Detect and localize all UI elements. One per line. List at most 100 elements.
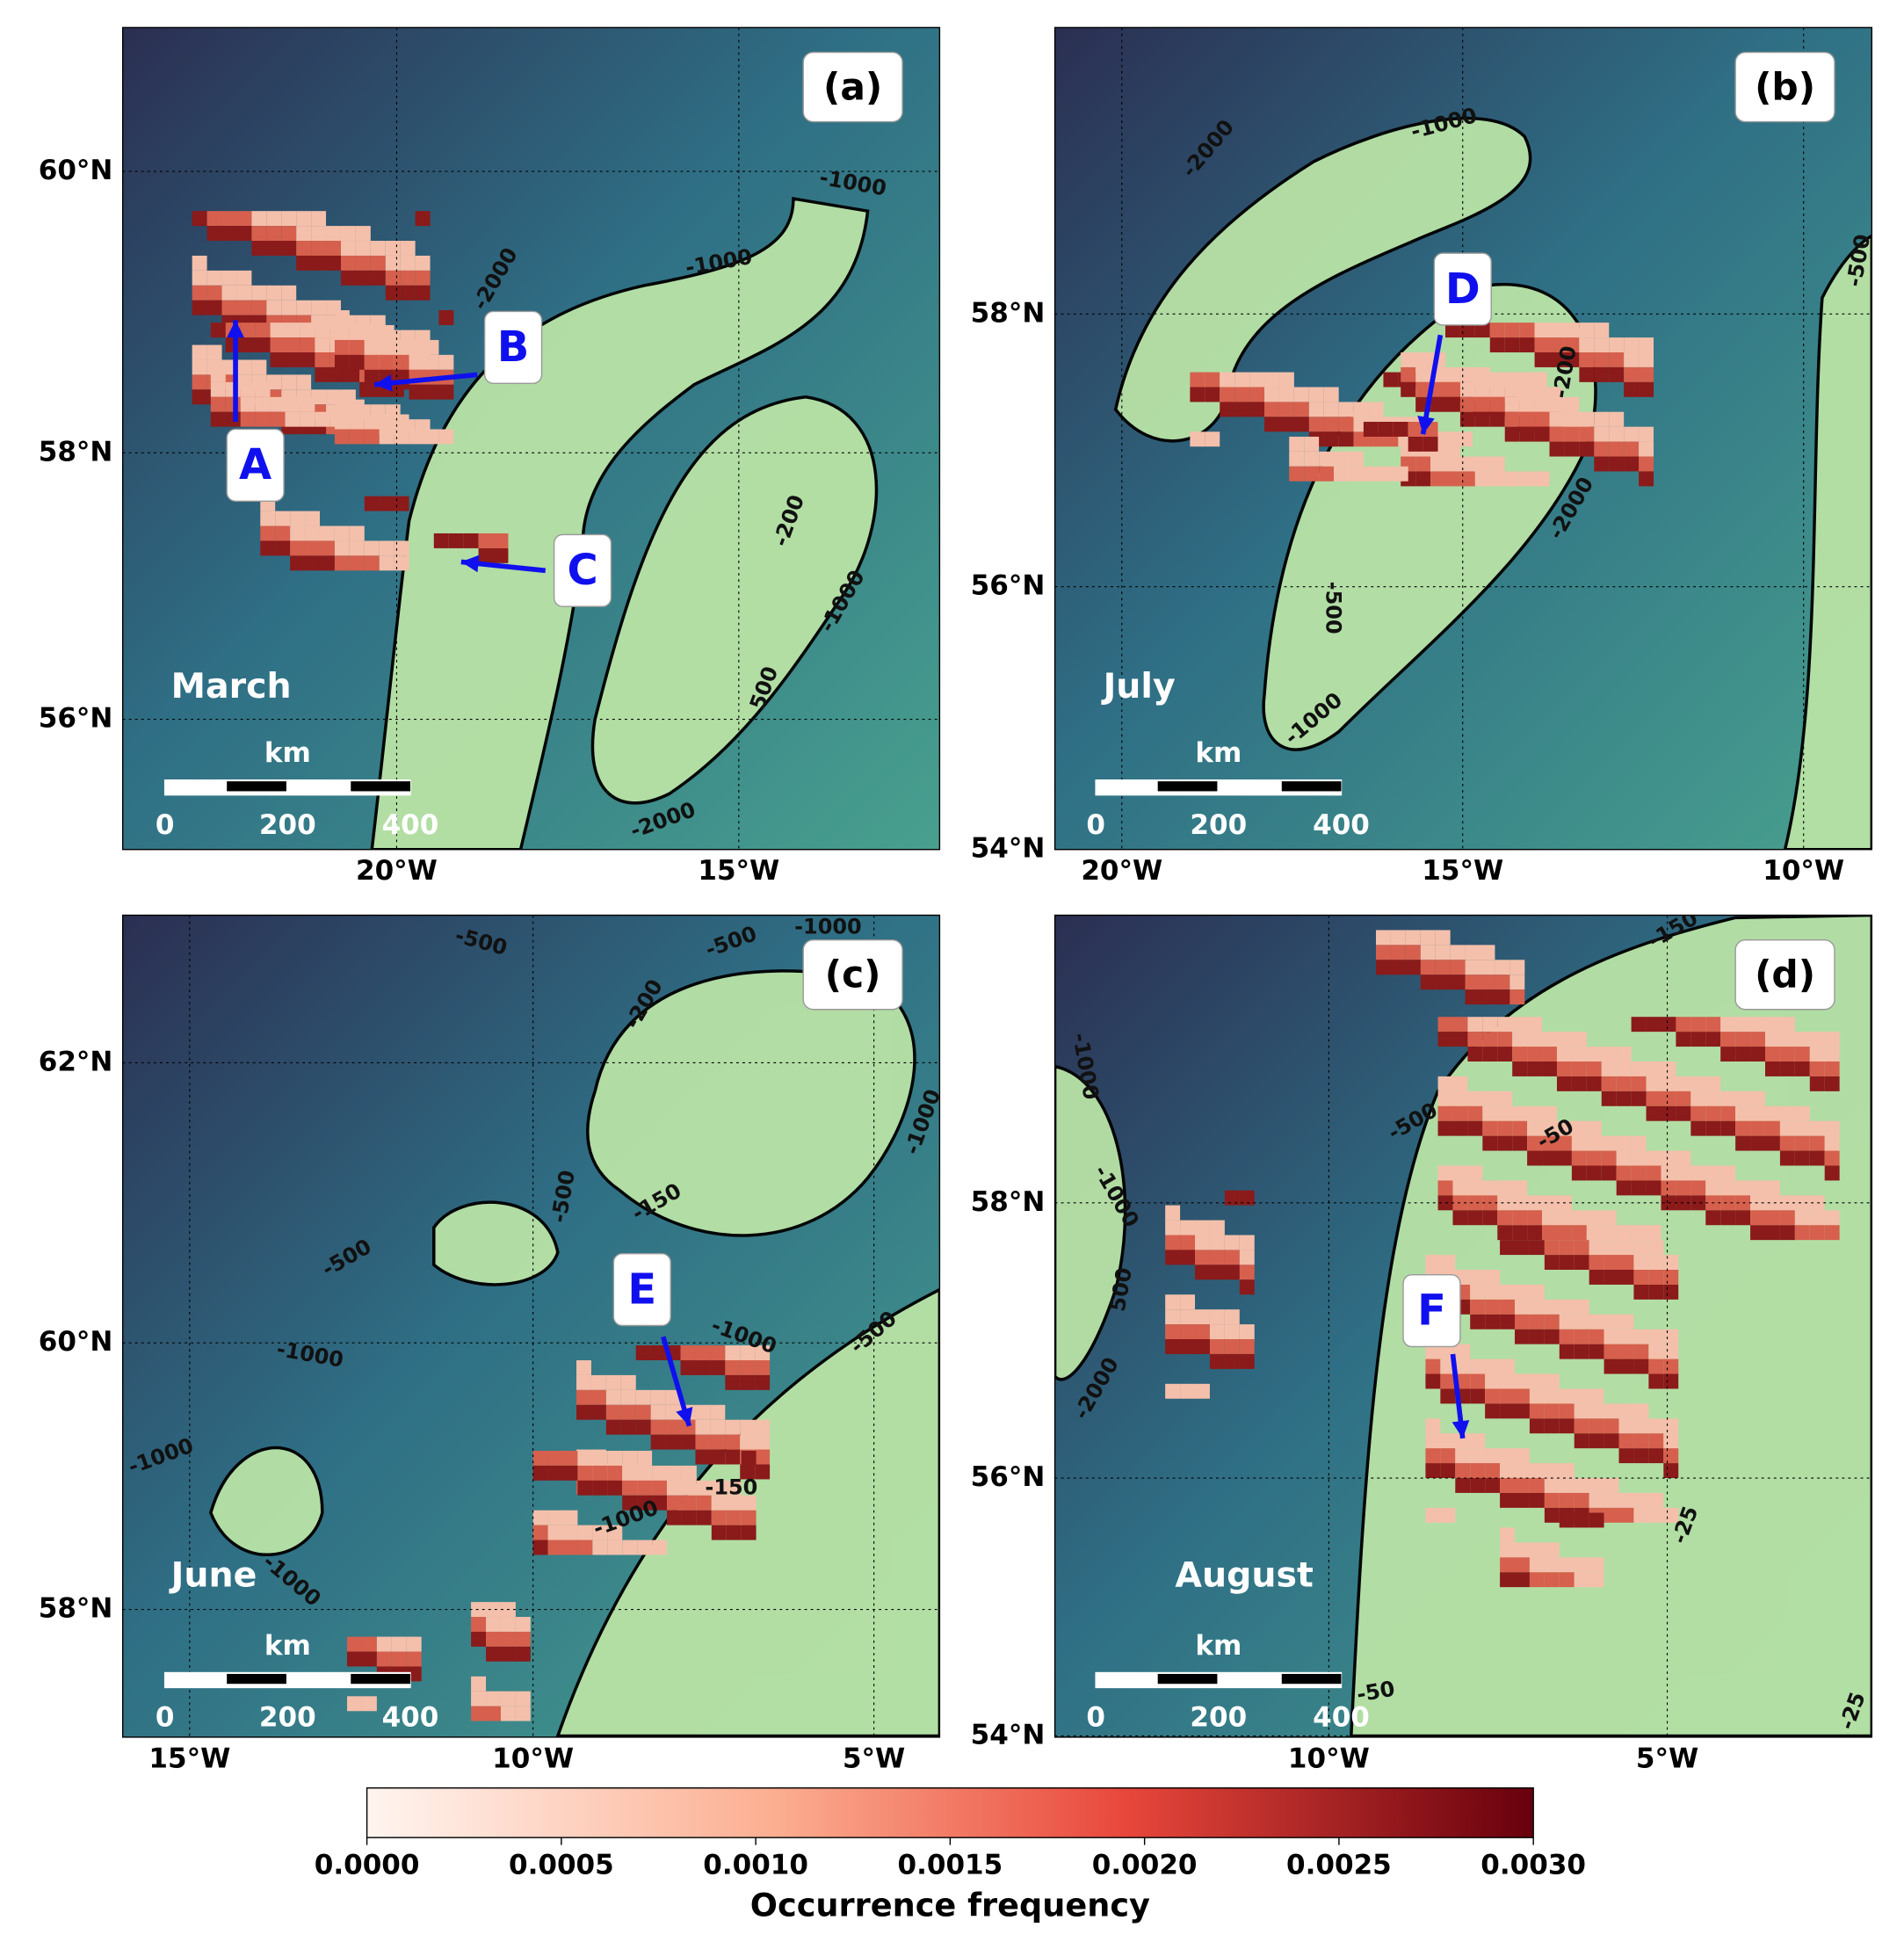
occurrence-cell <box>1720 1105 1736 1121</box>
occurrence-cell <box>1375 930 1391 946</box>
occurrence-cell <box>1544 1572 1560 1588</box>
occurrence-cell <box>1574 1557 1589 1573</box>
occurrence-cell <box>500 1691 516 1706</box>
occurrence-cell <box>725 1434 741 1450</box>
occurrence-cell <box>1616 1076 1632 1091</box>
occurrence-cell <box>1425 1344 1441 1359</box>
occurrence-cell <box>755 1374 771 1390</box>
occurrence-cell <box>652 1465 668 1481</box>
occurrence-cell <box>1512 1120 1528 1136</box>
occurrence-cell <box>1618 1448 1634 1464</box>
scale-seg <box>227 1673 286 1685</box>
occurrence-cell <box>1489 381 1505 397</box>
occurrence-cell <box>1405 960 1421 975</box>
occurrence-cell <box>1735 1105 1751 1121</box>
occurrence-cell <box>1504 381 1520 397</box>
occurrence-cell <box>334 399 350 415</box>
occurrence-cell <box>1824 1120 1840 1136</box>
lon-tick-label: 10°W <box>492 1743 574 1774</box>
occurrence-cell <box>379 339 395 355</box>
occurrence-cell <box>1586 1135 1602 1151</box>
occurrence-cell <box>1616 1091 1632 1106</box>
occurrence-cell <box>1556 1061 1572 1076</box>
occurrence-cell <box>1586 1225 1602 1241</box>
occurrence-cell <box>1293 417 1309 432</box>
occurrence-cell <box>1515 1388 1530 1404</box>
occurrence-cell <box>1542 1032 1557 1047</box>
occurrence-cell <box>1500 1478 1516 1493</box>
occurrence-cell <box>1180 1250 1196 1265</box>
occurrence-cell <box>1515 1314 1530 1330</box>
occurrence-cell <box>334 339 350 355</box>
occurrence-cell <box>296 255 312 271</box>
occurrence-cell <box>637 1480 653 1496</box>
occurrence-cell <box>1574 1329 1589 1344</box>
occurrence-cell <box>1618 1418 1634 1434</box>
occurrence-cell <box>1408 436 1423 452</box>
occurrence-cell <box>1594 441 1610 457</box>
label-box <box>1734 51 1835 123</box>
occurrence-cell <box>1445 322 1460 338</box>
occurrence-cell <box>1515 1329 1530 1344</box>
occurrence-cell <box>1559 1240 1575 1256</box>
lon-tick-label: 15°W <box>148 1743 230 1774</box>
occurrence-cell <box>607 1540 623 1555</box>
occurrence-cell <box>1549 352 1565 367</box>
occurrence-cell <box>1571 1120 1587 1136</box>
occurrence-cell <box>326 241 341 256</box>
occurrence-cell <box>1190 387 1205 402</box>
occurrence-cell <box>240 396 256 412</box>
occurrence-cell <box>590 1404 606 1420</box>
occurrence-cell <box>1633 1403 1649 1419</box>
occurrence-cell <box>1648 1344 1664 1359</box>
occurrence-cell <box>1504 337 1520 353</box>
scale-seg <box>227 781 286 792</box>
occurrence-cell <box>359 381 375 397</box>
occurrence-cell <box>1515 1284 1530 1300</box>
occurrence-cell <box>1661 1076 1676 1091</box>
map-panel: -2000 -1000-1000-200-1000500-200060°N58°N… <box>39 26 941 887</box>
occurrence-cell <box>1663 1255 1679 1271</box>
occurrence-cell <box>1794 1105 1810 1121</box>
occurrence-cell <box>1574 1344 1589 1359</box>
occurrence-cell <box>1663 1418 1679 1434</box>
occurrence-cell <box>221 226 237 242</box>
occurrence-cell <box>1779 1150 1795 1166</box>
occurrence-cell <box>1720 1195 1736 1211</box>
occurrence-cell <box>1601 1047 1617 1062</box>
occurrence-cell <box>1631 1180 1647 1196</box>
occurrence-cell <box>1809 1135 1825 1151</box>
occurrence-cell <box>547 1465 563 1481</box>
occurrence-cell <box>1500 1388 1516 1404</box>
occurrence-cell <box>605 1419 621 1435</box>
occurrence-cell <box>1534 396 1550 412</box>
occurrence-cell <box>1764 1032 1780 1047</box>
occurrence-cell <box>576 1389 591 1405</box>
occurrence-cell <box>562 1510 578 1525</box>
occurrence-cell <box>1459 471 1475 487</box>
occurrence-cell <box>1440 1373 1456 1389</box>
occurrence-cell <box>577 1465 593 1481</box>
occurrence-cell <box>1574 1240 1589 1256</box>
occurrence-cell <box>192 300 207 315</box>
occurrence-cell <box>696 1495 712 1511</box>
occurrence-cell <box>1180 1324 1196 1340</box>
occurrence-cell <box>1239 1250 1255 1265</box>
occurrence-cell <box>1504 471 1520 487</box>
occurrence-cell <box>1601 1076 1617 1091</box>
occurrence-cell <box>1452 1165 1468 1181</box>
occurrence-cell <box>1209 1250 1225 1265</box>
occurrence-cell <box>1646 1076 1661 1091</box>
occurrence-cell <box>1515 1448 1530 1464</box>
occurrence-cell <box>1544 1403 1560 1419</box>
occurrence-cell <box>1470 1284 1486 1300</box>
occurrence-cell <box>680 1419 696 1435</box>
occurrence-cell <box>1401 381 1416 397</box>
occurrence-cell <box>1639 366 1654 382</box>
occurrence-cell <box>1527 1061 1543 1076</box>
occurrence-cell <box>726 1525 742 1540</box>
occurrence-cell <box>334 354 350 370</box>
occurrence-cell <box>1383 372 1399 388</box>
occurrence-cell <box>1500 1448 1516 1464</box>
month-label: July <box>1101 666 1176 707</box>
